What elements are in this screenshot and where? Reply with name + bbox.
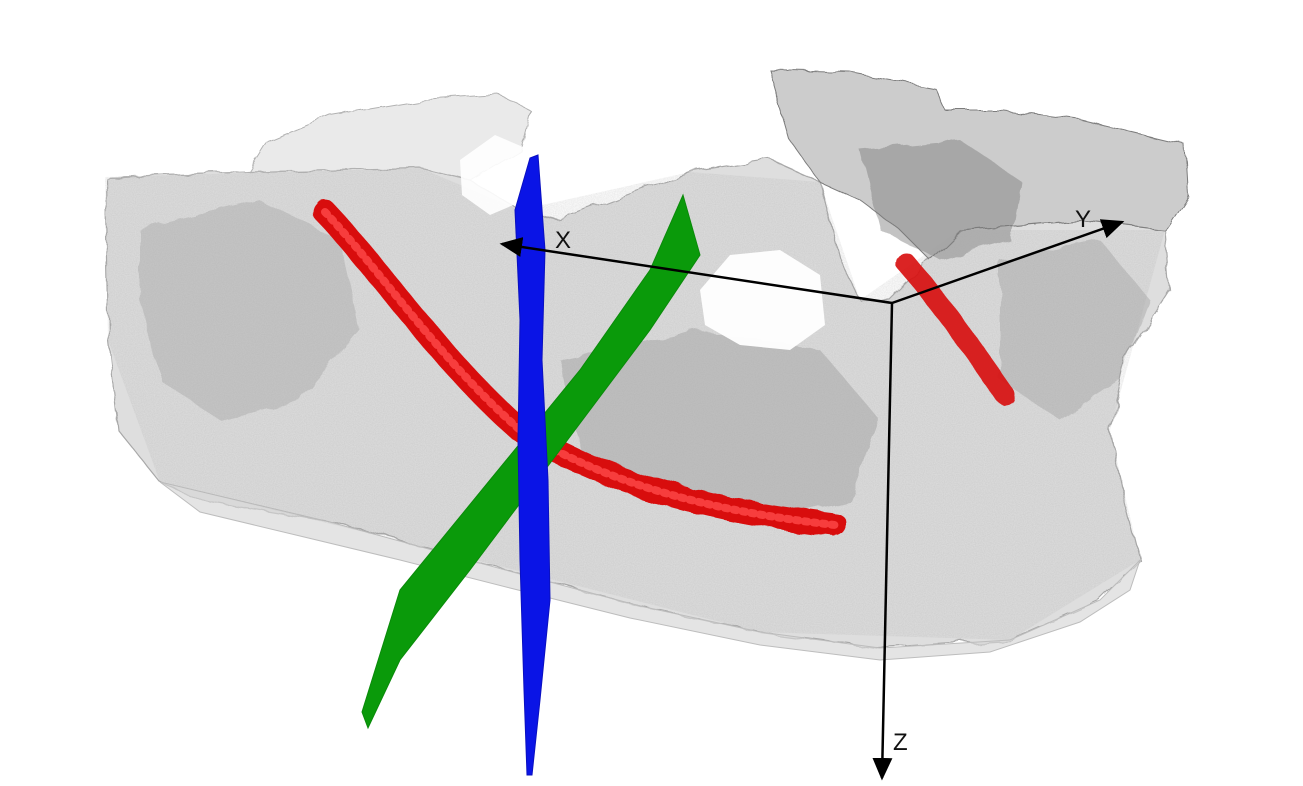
mandibular-foramen-gap xyxy=(460,135,530,215)
sigmoid-notch xyxy=(700,250,825,350)
mandible-left-ramus xyxy=(104,94,531,181)
y-axis-label: Y xyxy=(1075,206,1091,233)
z-axis-label: Z xyxy=(893,729,908,756)
x-axis xyxy=(499,237,893,305)
bone-texture xyxy=(105,168,1165,640)
x-axis-label: X xyxy=(555,227,571,254)
y-axis xyxy=(891,219,1125,305)
canal-right xyxy=(895,252,1015,405)
z-axis xyxy=(872,302,894,781)
coordinate-axes: X Y Z xyxy=(499,206,1125,781)
mandible-bone xyxy=(104,69,1189,661)
mandible-lower-border xyxy=(159,481,1141,661)
